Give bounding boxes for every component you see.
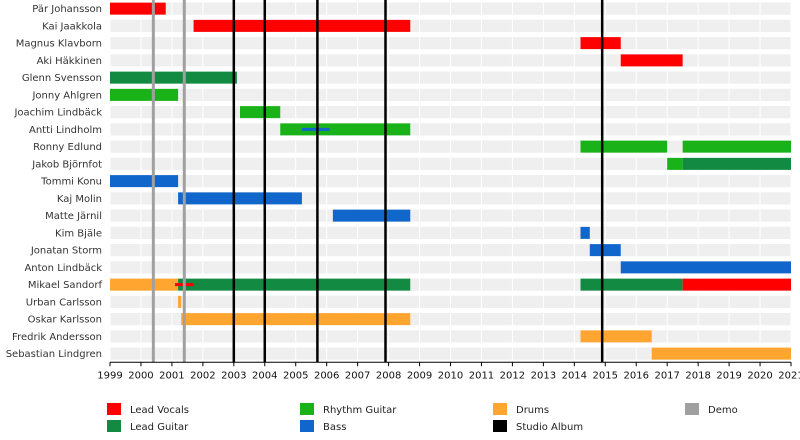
member-label: Jakob Björnfot <box>31 159 102 170</box>
member-label: Magnus Klavborn <box>16 39 102 50</box>
member-label: Antti Lindholm <box>29 125 102 136</box>
x-tick-label: 2017 <box>654 370 679 381</box>
legend-swatch <box>107 420 121 432</box>
member-label: Kim Bjäle <box>55 228 102 239</box>
x-tick-label: 2020 <box>747 370 772 381</box>
bar-drums <box>178 295 182 308</box>
bar-rhythm-guitar <box>580 140 668 153</box>
x-tick-label: 2018 <box>685 370 710 381</box>
x-tick-label: 2015 <box>593 370 618 381</box>
legend-label: Studio Album <box>516 422 583 433</box>
bar-lead-vocals <box>682 278 791 291</box>
bar-lead-guitar <box>110 71 237 84</box>
bar-lead-guitar <box>682 157 791 170</box>
bar-bass <box>589 244 621 257</box>
x-tick-label: 2007 <box>345 370 370 381</box>
member-labels: Pär Johansson Kai Jaakkola Magnus Klavborn… <box>6 4 103 360</box>
x-tick-label: 2010 <box>438 370 463 381</box>
bar-lead-guitar <box>580 278 683 291</box>
x-tick-label: 2012 <box>500 370 525 381</box>
x-tick-label: 2016 <box>624 370 649 381</box>
bar-rhythm-guitar <box>682 140 791 153</box>
bar-rhythm-guitar <box>240 106 281 119</box>
legend-label: Demo <box>708 405 738 416</box>
legend-label: Bass <box>323 422 346 433</box>
legend-swatch <box>493 420 507 432</box>
member-label: Urban Carlsson <box>26 297 102 308</box>
bar-bass <box>301 127 330 131</box>
bar-bass <box>178 192 302 205</box>
member-label: Tommi Konu <box>40 177 102 188</box>
member-label: Jonny Ahlgren <box>31 90 102 101</box>
bar-drums <box>181 313 411 326</box>
x-tick-label: 2003 <box>221 370 246 381</box>
x-tick-label: 2014 <box>562 370 587 381</box>
bar-lead-vocals <box>580 37 621 50</box>
member-label: Glenn Svensson <box>22 73 102 84</box>
member-label: Fredrik Andersson <box>12 332 102 343</box>
legend-label: Drums <box>516 405 549 416</box>
member-label: Jonatan Storm <box>30 246 102 257</box>
member-label: Kaj Molin <box>57 194 102 205</box>
member-label: Joachim Lindbäck <box>13 108 102 119</box>
member-label: Anton Lindbäck <box>24 263 102 274</box>
member-label: Pär Johansson <box>32 4 102 15</box>
bar-bass <box>620 261 791 274</box>
bar-drums <box>580 330 652 343</box>
x-tick-label: 2004 <box>252 370 277 381</box>
x-tick-label: 2002 <box>190 370 215 381</box>
member-label: Mikael Sandorf <box>28 280 103 291</box>
x-tick-label: 2006 <box>314 370 339 381</box>
member-label: Ronny Edlund <box>33 142 102 153</box>
legend-label: Lead Vocals <box>130 405 189 416</box>
legend-label: Lead Guitar <box>130 422 189 433</box>
legend-swatch <box>300 403 314 415</box>
x-tick-label: 2013 <box>531 370 556 381</box>
x-tick-label: 1999 <box>97 370 122 381</box>
bar-lead-vocals <box>110 2 166 15</box>
x-axis: 1999 2000 2001 2002 2003 2004 2005 2006 2007 2008… <box>97 361 800 381</box>
bar-bass <box>332 209 411 222</box>
x-tick-label: 2005 <box>283 370 308 381</box>
legend-swatch <box>493 403 507 415</box>
x-tick-label: 2000 <box>128 370 153 381</box>
legend-swatch <box>685 403 699 415</box>
bar-lead-vocals <box>620 54 683 67</box>
x-tick-label: 2021 <box>778 370 800 381</box>
bar-bass <box>110 175 179 188</box>
bar-drums <box>110 278 179 291</box>
member-label: Sebastian Lindgren <box>6 349 102 360</box>
bar-rhythm-guitar <box>110 88 179 101</box>
member-label: Oskar Karlsson <box>28 315 102 326</box>
bar-drums <box>651 347 791 360</box>
bar-lead-vocals <box>193 19 411 32</box>
bar-rhythm-guitar <box>280 123 411 136</box>
member-label: Kai Jaakkola <box>42 21 102 32</box>
x-tick-label: 2011 <box>469 370 494 381</box>
x-tick-label: 2019 <box>716 370 741 381</box>
legend: Lead Vocals Lead Guitar Rhythm Guitar Bass D… <box>107 403 738 433</box>
x-tick-label: 2009 <box>407 370 432 381</box>
bar-bass <box>580 226 590 239</box>
release-markers <box>151 0 604 363</box>
member-label: Aki Häkkinen <box>37 56 102 67</box>
legend-label: Rhythm Guitar <box>323 405 397 416</box>
bar-rhythm-guitar <box>667 157 683 170</box>
member-bars <box>110 2 791 360</box>
legend-swatch <box>300 420 314 432</box>
bar-lead-guitar <box>178 278 411 291</box>
legend-swatch <box>107 403 121 415</box>
x-tick-label: 2008 <box>376 370 401 381</box>
member-label: Matte Järnil <box>45 211 102 222</box>
x-tick-label: 2001 <box>159 370 184 381</box>
